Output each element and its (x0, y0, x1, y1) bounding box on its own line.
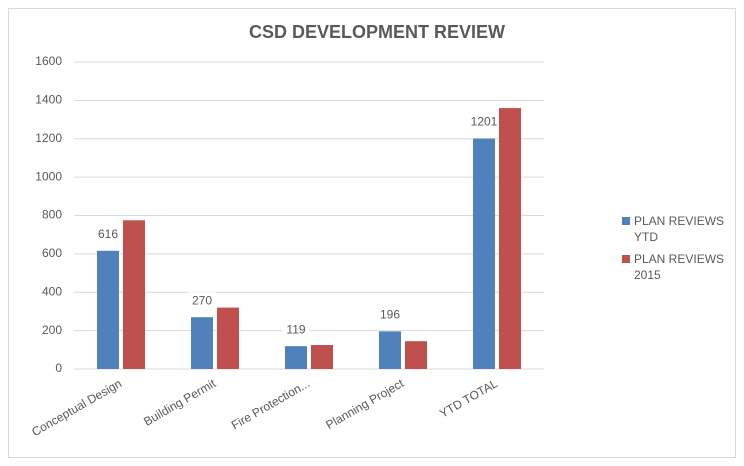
y-tick-label: 800 (42, 208, 62, 222)
bar (311, 345, 333, 369)
data-label: 1201 (471, 115, 498, 129)
data-label: 616 (98, 227, 118, 241)
legend-label: PLAN REVIEWS YTD (634, 214, 725, 244)
y-tick-label: 1000 (35, 169, 62, 183)
data-label: 196 (380, 308, 400, 322)
y-tick-label: 1600 (35, 54, 62, 68)
data-label-bg (466, 113, 502, 132)
data-label: 270 (192, 293, 212, 307)
bar (499, 108, 521, 370)
y-tick-label: 1400 (35, 93, 62, 107)
bar (97, 250, 119, 369)
bar (123, 220, 145, 369)
y-tick-label: 1200 (35, 131, 62, 145)
data-label-bg (187, 292, 217, 311)
data-label-bg (282, 321, 310, 340)
legend-swatch (622, 255, 630, 263)
legend-item: PLAN REVIEWS 2015 (622, 251, 737, 283)
y-tick-label: 400 (42, 284, 62, 298)
bar (191, 317, 213, 369)
legend-item: PLAN REVIEWS YTD (622, 213, 737, 245)
bar (379, 331, 401, 369)
data-label-bg (375, 306, 405, 325)
bar (285, 346, 307, 369)
data-label: 119 (286, 322, 305, 336)
chart-title: CSD DEVELOPMENT REVIEW (249, 22, 505, 42)
bar (405, 341, 427, 369)
y-tick-label: 0 (55, 361, 62, 375)
bar (217, 307, 239, 369)
data-label-bg (93, 225, 123, 244)
legend-label: PLAN REVIEWS 2015 (634, 252, 725, 282)
y-tick-label: 200 (42, 323, 62, 337)
y-tick-label: 600 (42, 246, 62, 260)
legend-swatch (622, 217, 630, 225)
bar (473, 138, 495, 369)
